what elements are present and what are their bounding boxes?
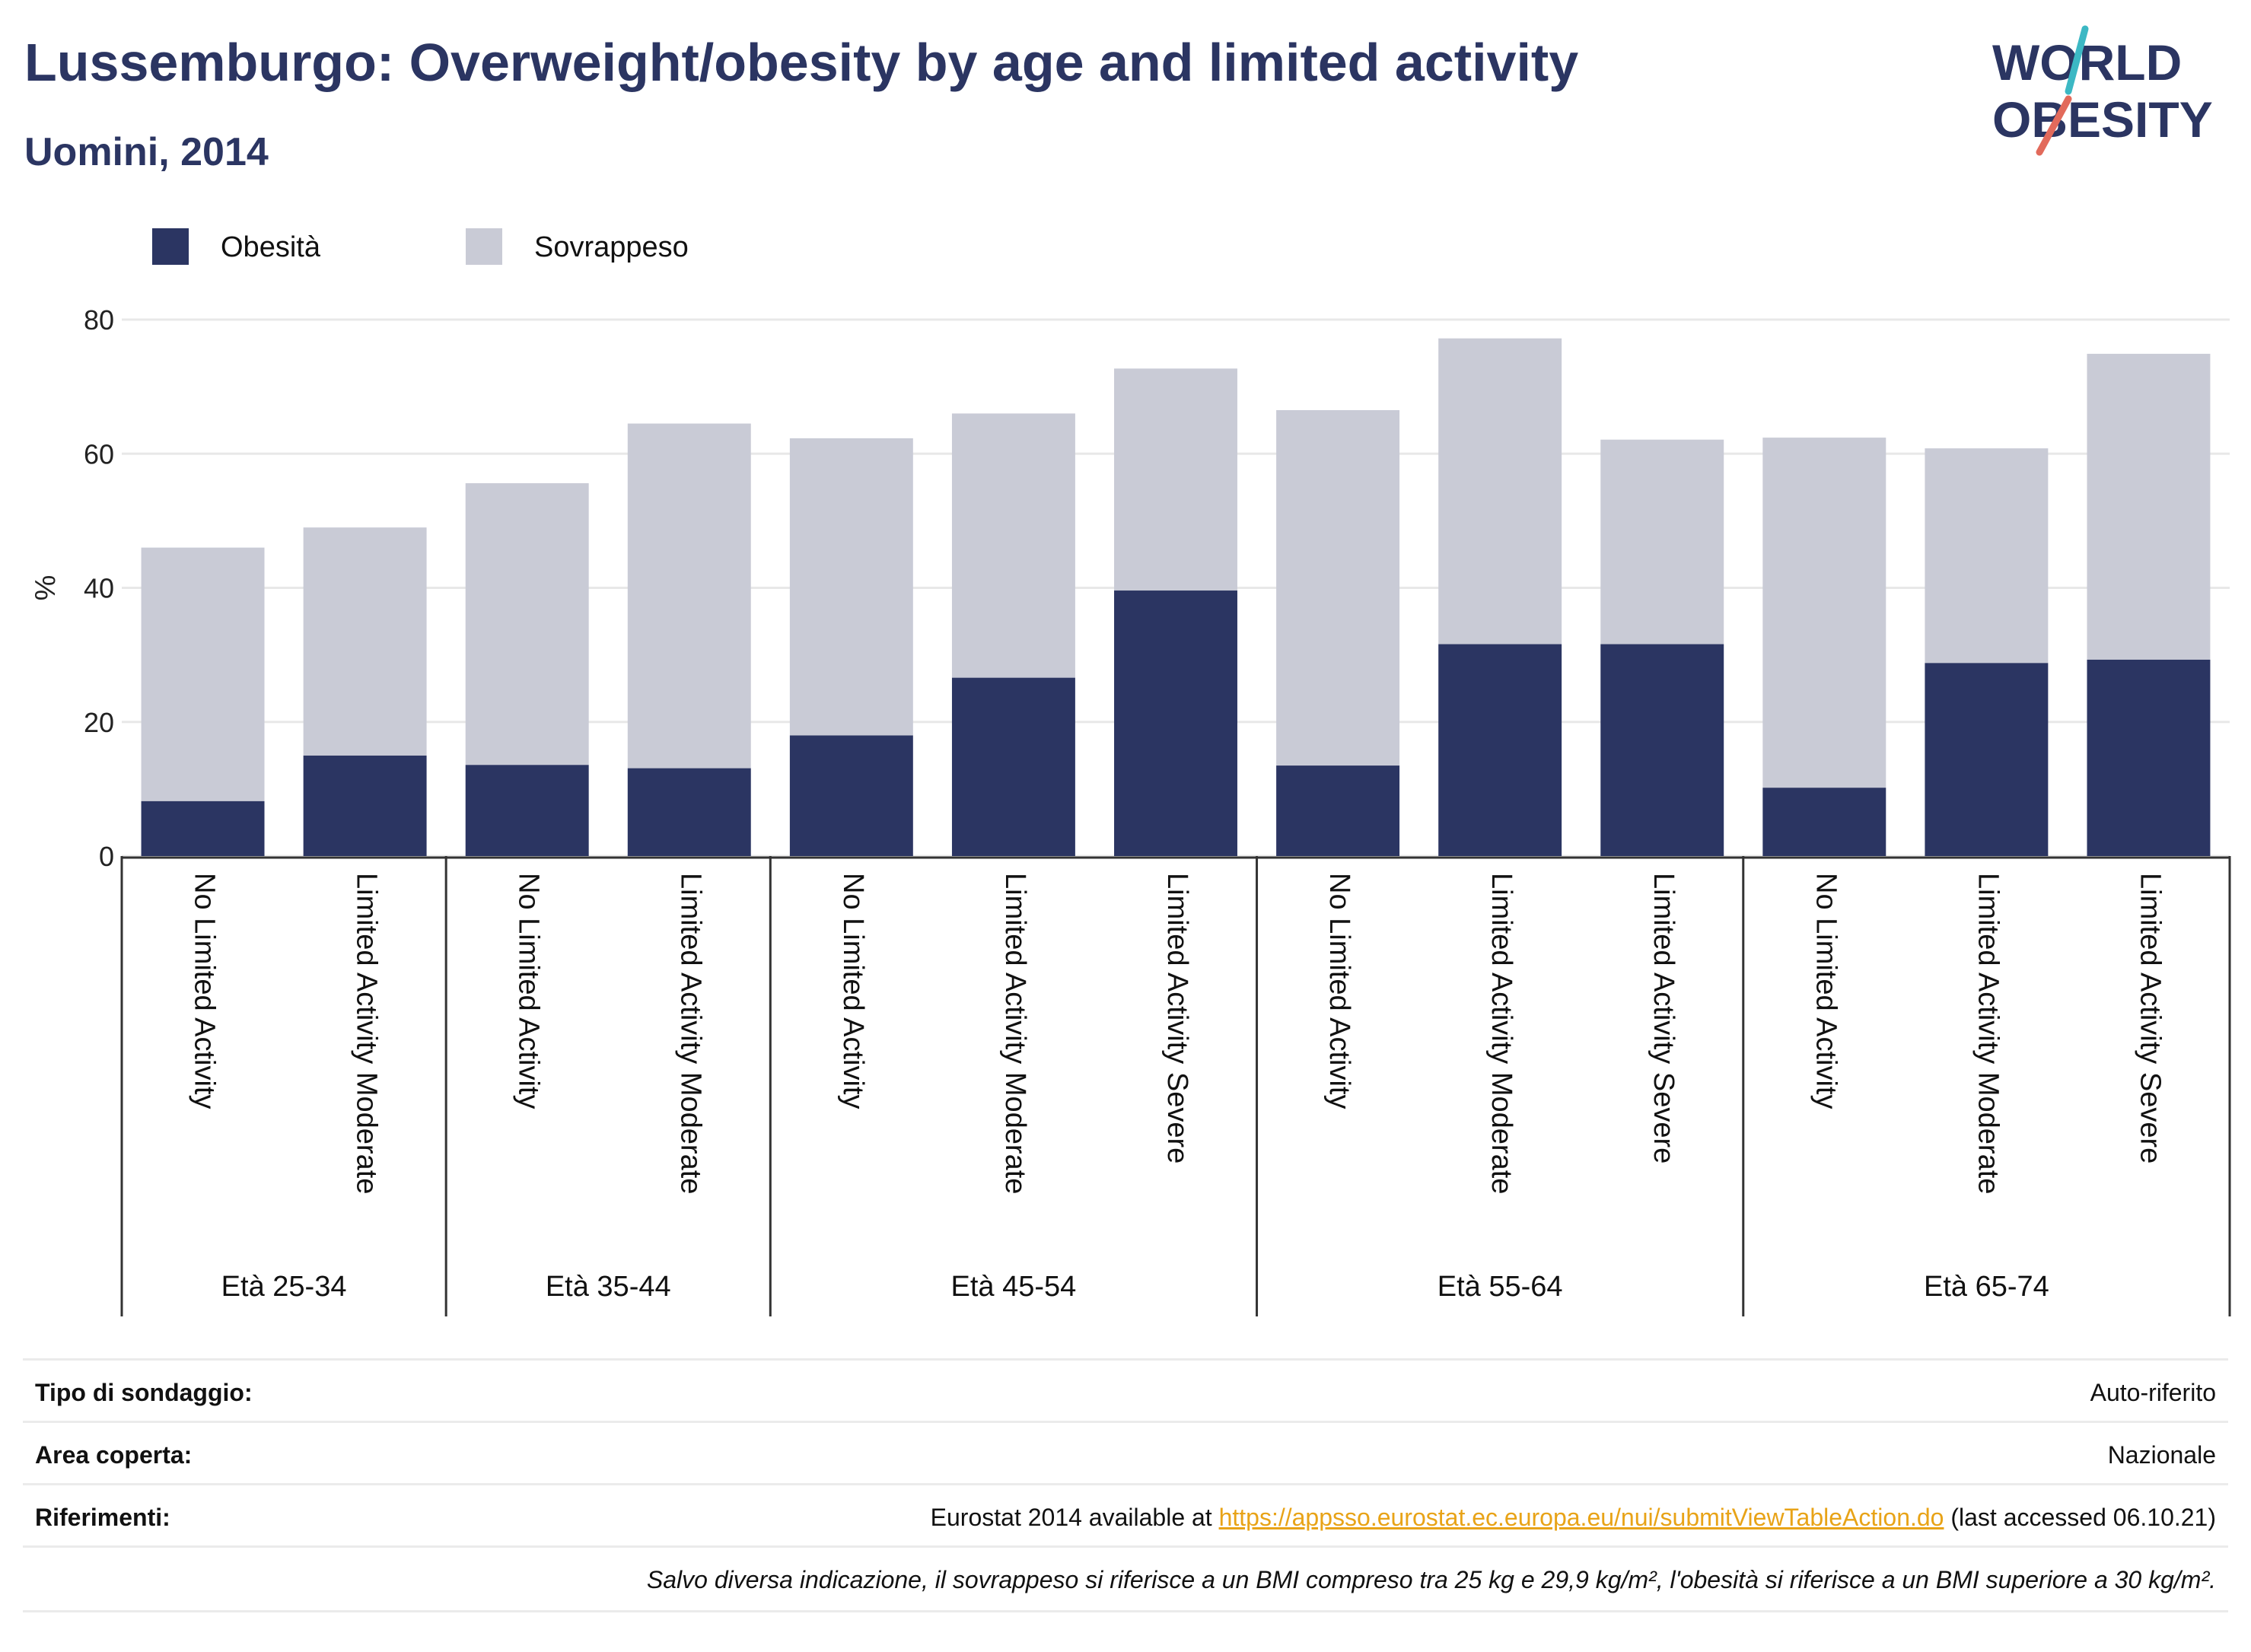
- bar-sovrappeso: [2087, 353, 2211, 660]
- info-value-survey-type: Auto-riferito: [2090, 1379, 2216, 1406]
- legend-swatch-obesita: [152, 228, 189, 265]
- x-group-label: Età 45-54: [951, 1271, 1077, 1303]
- bar-obesita: [2087, 659, 2211, 856]
- info-row-area: Area coperta: Nazionale: [23, 1421, 2228, 1485]
- bar-obesita: [465, 765, 589, 856]
- x-category-label: No Limited Activity: [1810, 873, 1842, 1109]
- bar-sovrappeso: [1438, 338, 1562, 645]
- references-link[interactable]: https://appsso.eurostat.ec.europa.eu/nui…: [1218, 1504, 1944, 1531]
- bar-sovrappeso: [1276, 409, 1400, 766]
- bar-obesita: [789, 735, 913, 856]
- svg-text:OBESITY: OBESITY: [1992, 91, 2213, 148]
- bar-sovrappeso: [303, 527, 427, 756]
- x-category-label: No Limited Activity: [837, 873, 869, 1109]
- bar-chart: 0 20 40 60 80% No Limited Activity Limited Act…: [30, 304, 2231, 1316]
- info-value-references: Eurostat 2014 available at https://appss…: [931, 1504, 2216, 1532]
- info-value-area: Nazionale: [2107, 1441, 2216, 1469]
- x-category-label: Limited Activity Moderate: [1972, 873, 2004, 1194]
- bar-obesita: [1925, 663, 2049, 856]
- page-title: Lussemburgo: Overweight/obesity by age a…: [24, 33, 1579, 92]
- info-key-survey-type: Tipo di sondaggio:: [35, 1379, 253, 1406]
- legend-label-sovrappeso: Sovrappeso: [534, 231, 689, 263]
- bar-sovrappeso: [1925, 448, 2049, 664]
- references-suffix: (last accessed 06.10.21): [1944, 1504, 2216, 1531]
- x-category-label: No Limited Activity: [1323, 873, 1355, 1109]
- info-row-note: Salvo diversa indicazione, il sovrappeso…: [23, 1545, 2228, 1612]
- y-tick-label: 20: [84, 707, 114, 738]
- bar-obesita: [627, 768, 751, 856]
- x-group-label: Età 35-44: [546, 1271, 671, 1303]
- x-category-label: Limited Activity Severe: [1648, 873, 1679, 1163]
- bar-sovrappeso: [1114, 368, 1237, 591]
- x-category-label: No Limited Activity: [513, 873, 545, 1109]
- info-row-survey-type: Tipo di sondaggio: Auto-riferito: [23, 1358, 2228, 1423]
- info-key-references: Riferimenti:: [35, 1504, 170, 1531]
- bar-sovrappeso: [141, 547, 265, 801]
- legend-label-obesita: Obesità: [221, 231, 320, 263]
- info-note: Salvo diversa indicazione, il sovrappeso…: [646, 1566, 2216, 1593]
- bar-sovrappeso: [465, 483, 589, 766]
- bar-obesita: [1762, 788, 1886, 856]
- bar-obesita: [1114, 590, 1237, 856]
- y-axis-label: %: [30, 575, 62, 601]
- x-group-label: Età 55-64: [1438, 1271, 1563, 1303]
- x-category-label: Limited Activity Severe: [1161, 873, 1193, 1163]
- info-table: Tipo di sondaggio: Auto-riferito Area co…: [23, 1358, 2228, 1617]
- info-key-area: Area coperta:: [35, 1441, 193, 1469]
- bar-obesita: [1276, 766, 1400, 856]
- world-obesity-logo: WORLD OBESITY: [1992, 25, 2213, 156]
- x-category-label: No Limited Activity: [189, 873, 221, 1109]
- x-category-label: Limited Activity Moderate: [675, 873, 707, 1194]
- bar-obesita: [951, 677, 1075, 856]
- bar-sovrappeso: [1600, 439, 1724, 645]
- x-category-label: Limited Activity Moderate: [1485, 873, 1517, 1194]
- x-category-label: Limited Activity Moderate: [999, 873, 1031, 1194]
- y-tick-label: 40: [84, 573, 114, 604]
- x-category-label: Limited Activity Moderate: [351, 873, 383, 1194]
- bar-obesita: [141, 801, 265, 856]
- bar-sovrappeso: [789, 438, 913, 736]
- bar-obesita: [303, 755, 427, 856]
- bar-obesita: [1600, 644, 1724, 856]
- svg-text:WORLD: WORLD: [1992, 34, 2182, 91]
- bar-obesita: [1438, 644, 1562, 856]
- x-category-label: Limited Activity Severe: [2134, 873, 2166, 1163]
- y-tick-label: 60: [84, 438, 114, 469]
- bar-sovrappeso: [1762, 438, 1886, 788]
- info-row-references: Riferimenti: Eurostat 2014 available at …: [23, 1483, 2228, 1548]
- y-tick-label: 80: [84, 304, 114, 336]
- x-group-label: Età 65-74: [1924, 1271, 2049, 1303]
- page-subtitle: Uomini, 2014: [24, 130, 269, 174]
- y-tick-label: 0: [99, 841, 114, 872]
- legend-swatch-sovrappeso: [466, 228, 502, 265]
- bar-sovrappeso: [627, 423, 751, 769]
- bar-sovrappeso: [951, 413, 1075, 678]
- references-prefix: Eurostat 2014 available at: [930, 1504, 1219, 1531]
- x-group-label: Età 25-34: [221, 1271, 347, 1303]
